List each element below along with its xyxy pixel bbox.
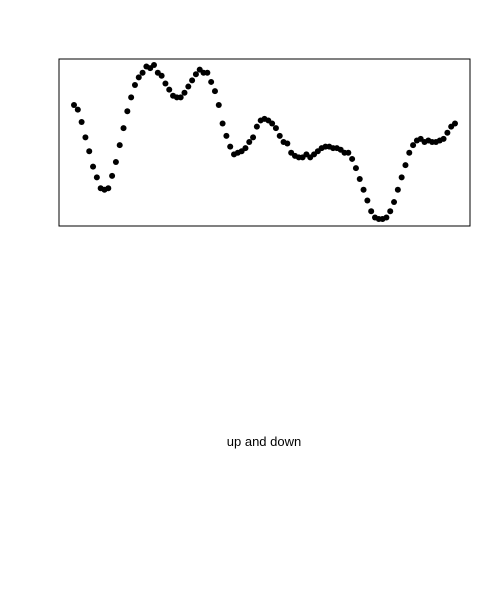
data-point xyxy=(204,69,211,76)
data-point xyxy=(109,172,116,179)
data-point xyxy=(349,155,356,162)
data-point xyxy=(402,162,409,169)
data-point xyxy=(246,139,253,145)
data-point xyxy=(71,102,77,109)
data-point xyxy=(177,94,184,101)
data-point xyxy=(124,108,131,115)
data-point xyxy=(185,83,192,90)
data-point xyxy=(368,208,375,215)
data-point xyxy=(223,132,230,139)
data-point xyxy=(151,62,158,68)
data-point xyxy=(166,86,173,93)
data-point xyxy=(398,174,405,181)
data-point xyxy=(387,208,394,215)
data-point xyxy=(452,120,458,127)
data-point xyxy=(162,80,169,87)
data-point xyxy=(93,174,100,181)
data-point xyxy=(269,120,276,127)
data-point xyxy=(356,175,363,182)
data-point xyxy=(116,142,123,149)
data-point xyxy=(74,106,81,113)
data-point xyxy=(135,74,142,81)
data-point xyxy=(345,149,352,156)
data-point xyxy=(227,143,234,150)
data-point xyxy=(272,125,279,132)
data-point xyxy=(128,94,135,101)
data-point xyxy=(158,72,165,79)
data-point xyxy=(394,186,401,193)
data-point xyxy=(364,197,371,204)
data-point xyxy=(242,145,249,152)
data-point xyxy=(120,125,127,132)
plot-frame xyxy=(58,58,471,227)
data-point xyxy=(284,140,291,147)
data-point xyxy=(78,118,85,125)
data-point xyxy=(181,89,188,96)
data-point xyxy=(86,148,93,155)
data-point xyxy=(82,134,89,141)
data-point xyxy=(444,129,451,136)
data-point xyxy=(90,163,97,170)
data-point xyxy=(215,102,222,109)
data-points xyxy=(71,62,458,222)
data-point xyxy=(383,214,390,221)
data-point xyxy=(192,71,199,78)
data-point xyxy=(211,88,218,95)
chart-caption: up and down xyxy=(226,434,302,449)
data-point xyxy=(208,78,215,85)
data-point xyxy=(253,123,260,130)
data-point xyxy=(219,120,226,127)
data-point xyxy=(352,165,359,172)
data-point xyxy=(139,69,146,76)
data-point xyxy=(276,132,283,139)
data-point xyxy=(189,77,196,84)
data-point xyxy=(360,186,367,193)
data-point xyxy=(391,199,398,206)
data-point xyxy=(406,149,413,156)
data-point xyxy=(131,82,138,89)
data-point xyxy=(440,135,447,142)
data-point xyxy=(250,134,257,141)
data-point xyxy=(112,159,119,166)
data-point xyxy=(410,142,417,149)
data-point xyxy=(105,185,112,192)
